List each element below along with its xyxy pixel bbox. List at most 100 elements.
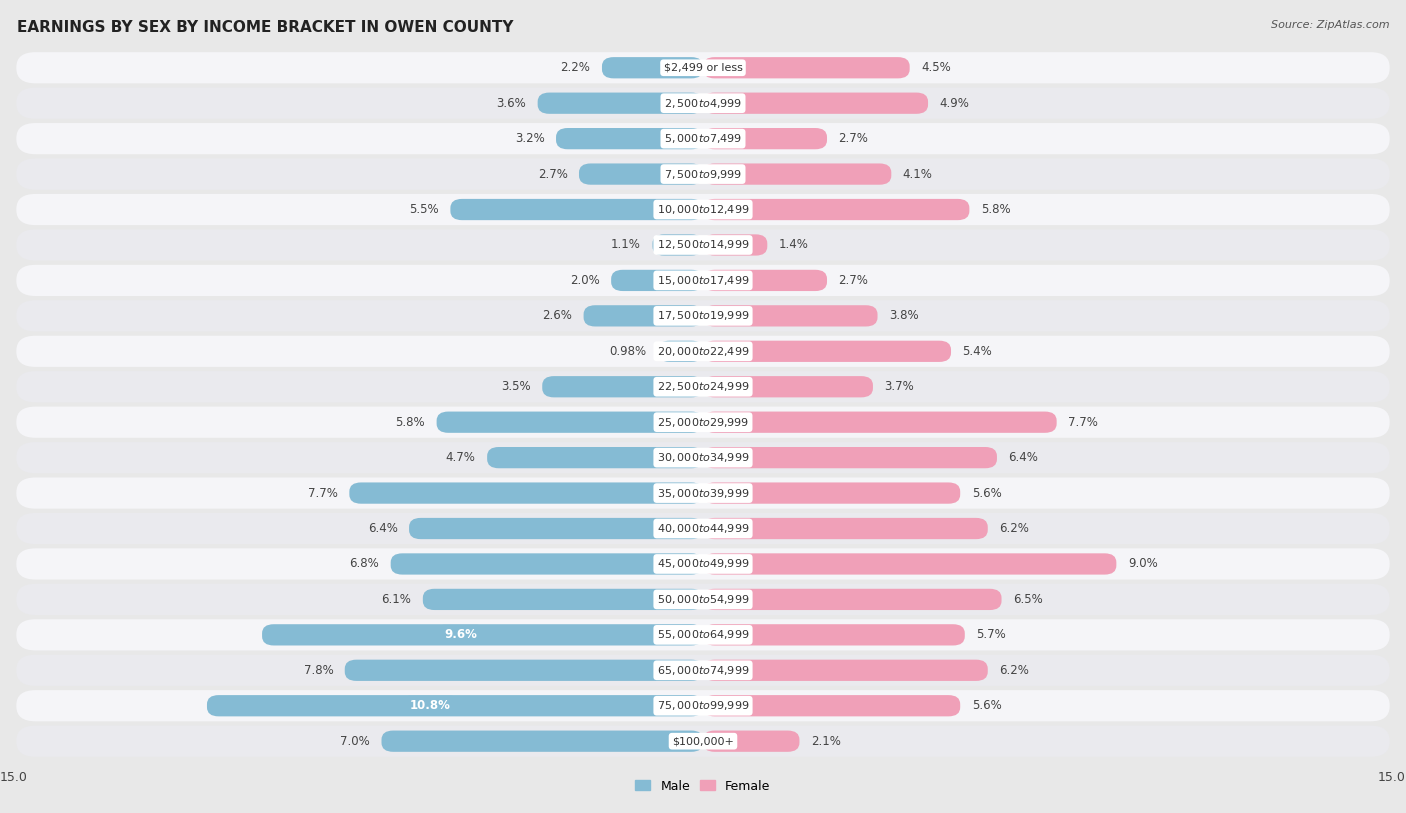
FancyBboxPatch shape [17,513,1389,544]
Text: 3.7%: 3.7% [884,380,914,393]
FancyBboxPatch shape [703,163,891,185]
FancyBboxPatch shape [17,725,1389,757]
FancyBboxPatch shape [579,163,703,185]
Text: 7.8%: 7.8% [304,663,333,676]
Text: 2.7%: 2.7% [537,167,568,180]
Text: $50,000 to $54,999: $50,000 to $54,999 [657,593,749,606]
FancyBboxPatch shape [537,93,703,114]
Legend: Male, Female: Male, Female [630,775,776,798]
Text: 4.9%: 4.9% [939,97,969,110]
Text: 5.7%: 5.7% [976,628,1007,641]
Text: $55,000 to $64,999: $55,000 to $64,999 [657,628,749,641]
FancyBboxPatch shape [703,270,827,291]
Text: $2,500 to $4,999: $2,500 to $4,999 [664,97,742,110]
FancyBboxPatch shape [703,128,827,150]
FancyBboxPatch shape [658,341,703,362]
FancyBboxPatch shape [703,234,768,255]
FancyBboxPatch shape [409,518,703,539]
FancyBboxPatch shape [703,411,1057,433]
FancyBboxPatch shape [17,265,1389,296]
Text: 3.6%: 3.6% [496,97,526,110]
FancyBboxPatch shape [17,123,1389,154]
FancyBboxPatch shape [17,549,1389,580]
Text: $75,000 to $99,999: $75,000 to $99,999 [657,699,749,712]
FancyBboxPatch shape [262,624,703,646]
Text: $15,000 to $17,499: $15,000 to $17,499 [657,274,749,287]
Text: 7.7%: 7.7% [1069,415,1098,428]
Text: 6.8%: 6.8% [350,558,380,571]
FancyBboxPatch shape [391,554,703,575]
Text: $10,000 to $12,499: $10,000 to $12,499 [657,203,749,216]
FancyBboxPatch shape [543,376,703,398]
Text: 3.2%: 3.2% [515,133,544,146]
Text: EARNINGS BY SEX BY INCOME BRACKET IN OWEN COUNTY: EARNINGS BY SEX BY INCOME BRACKET IN OWE… [17,20,513,35]
FancyBboxPatch shape [703,447,997,468]
FancyBboxPatch shape [612,270,703,291]
FancyBboxPatch shape [703,659,988,681]
Text: 4.1%: 4.1% [903,167,932,180]
FancyBboxPatch shape [602,57,703,78]
Text: 6.4%: 6.4% [1008,451,1038,464]
Text: $45,000 to $49,999: $45,000 to $49,999 [657,558,749,571]
FancyBboxPatch shape [703,731,800,752]
FancyBboxPatch shape [703,199,969,220]
FancyBboxPatch shape [555,128,703,150]
Text: 5.8%: 5.8% [395,415,425,428]
FancyBboxPatch shape [17,477,1389,509]
Text: 1.1%: 1.1% [612,238,641,251]
Text: 4.7%: 4.7% [446,451,475,464]
FancyBboxPatch shape [703,93,928,114]
Text: 6.2%: 6.2% [1000,663,1029,676]
Text: 2.2%: 2.2% [561,61,591,74]
Text: $35,000 to $39,999: $35,000 to $39,999 [657,486,749,499]
Text: 1.4%: 1.4% [779,238,808,251]
FancyBboxPatch shape [17,442,1389,473]
Text: 5.5%: 5.5% [409,203,439,216]
Text: 6.1%: 6.1% [381,593,412,606]
FancyBboxPatch shape [703,589,1001,610]
Text: $12,500 to $14,999: $12,500 to $14,999 [657,238,749,251]
FancyBboxPatch shape [450,199,703,220]
Text: 4.5%: 4.5% [921,61,950,74]
Text: 3.5%: 3.5% [501,380,531,393]
FancyBboxPatch shape [703,376,873,398]
FancyBboxPatch shape [207,695,703,716]
FancyBboxPatch shape [17,336,1389,367]
FancyBboxPatch shape [349,482,703,504]
Text: 7.0%: 7.0% [340,735,370,748]
Text: 5.6%: 5.6% [972,486,1001,499]
Text: $20,000 to $22,499: $20,000 to $22,499 [657,345,749,358]
FancyBboxPatch shape [703,57,910,78]
Text: 2.6%: 2.6% [543,310,572,323]
FancyBboxPatch shape [703,554,1116,575]
Text: $100,000+: $100,000+ [672,737,734,746]
Text: $65,000 to $74,999: $65,000 to $74,999 [657,663,749,676]
Text: Source: ZipAtlas.com: Source: ZipAtlas.com [1271,20,1389,30]
FancyBboxPatch shape [17,620,1389,650]
Text: 2.0%: 2.0% [569,274,599,287]
FancyBboxPatch shape [17,372,1389,402]
FancyBboxPatch shape [703,305,877,327]
FancyBboxPatch shape [17,584,1389,615]
Text: 9.0%: 9.0% [1128,558,1157,571]
FancyBboxPatch shape [17,194,1389,225]
FancyBboxPatch shape [17,159,1389,189]
Text: 0.98%: 0.98% [609,345,647,358]
Text: 6.4%: 6.4% [368,522,398,535]
FancyBboxPatch shape [17,229,1389,260]
Text: $22,500 to $24,999: $22,500 to $24,999 [657,380,749,393]
FancyBboxPatch shape [17,88,1389,119]
Text: 5.8%: 5.8% [981,203,1011,216]
FancyBboxPatch shape [17,52,1389,84]
Text: $40,000 to $44,999: $40,000 to $44,999 [657,522,749,535]
FancyBboxPatch shape [703,341,950,362]
Text: 7.7%: 7.7% [308,486,337,499]
FancyBboxPatch shape [344,659,703,681]
Text: 9.6%: 9.6% [444,628,477,641]
Text: 2.7%: 2.7% [838,133,869,146]
FancyBboxPatch shape [437,411,703,433]
FancyBboxPatch shape [703,482,960,504]
FancyBboxPatch shape [652,234,703,255]
Text: 2.1%: 2.1% [811,735,841,748]
FancyBboxPatch shape [17,690,1389,721]
